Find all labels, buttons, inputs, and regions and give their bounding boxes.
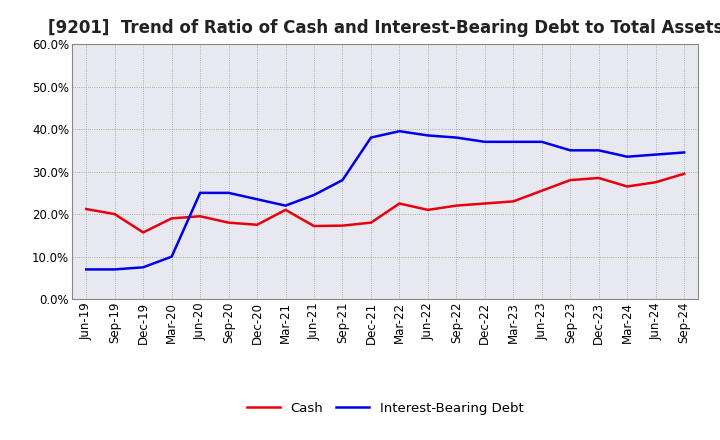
Interest-Bearing Debt bbox=[366, 135, 375, 140]
Cash bbox=[110, 212, 119, 217]
Line: Cash: Cash bbox=[86, 174, 684, 232]
Interest-Bearing Debt bbox=[595, 148, 603, 153]
Line: Interest-Bearing Debt: Interest-Bearing Debt bbox=[86, 131, 684, 269]
Interest-Bearing Debt bbox=[225, 190, 233, 195]
Cash bbox=[253, 222, 261, 227]
Interest-Bearing Debt bbox=[537, 139, 546, 144]
Interest-Bearing Debt bbox=[423, 133, 432, 138]
Interest-Bearing Debt bbox=[509, 139, 518, 144]
Interest-Bearing Debt bbox=[623, 154, 631, 159]
Interest-Bearing Debt bbox=[167, 254, 176, 259]
Cash bbox=[82, 206, 91, 212]
Cash bbox=[139, 230, 148, 235]
Interest-Bearing Debt bbox=[680, 150, 688, 155]
Interest-Bearing Debt bbox=[139, 265, 148, 270]
Cash bbox=[652, 180, 660, 185]
Interest-Bearing Debt bbox=[566, 148, 575, 153]
Cash bbox=[366, 220, 375, 225]
Cash bbox=[480, 201, 489, 206]
Interest-Bearing Debt bbox=[452, 135, 461, 140]
Cash bbox=[282, 207, 290, 213]
Cash bbox=[537, 188, 546, 194]
Cash bbox=[395, 201, 404, 206]
Interest-Bearing Debt bbox=[82, 267, 91, 272]
Interest-Bearing Debt bbox=[253, 197, 261, 202]
Cash bbox=[566, 177, 575, 183]
Cash bbox=[310, 224, 318, 229]
Cash bbox=[167, 216, 176, 221]
Cash bbox=[595, 175, 603, 180]
Cash bbox=[680, 171, 688, 176]
Interest-Bearing Debt bbox=[196, 190, 204, 195]
Interest-Bearing Debt bbox=[110, 267, 119, 272]
Interest-Bearing Debt bbox=[310, 192, 318, 198]
Interest-Bearing Debt bbox=[282, 203, 290, 208]
Cash bbox=[196, 214, 204, 219]
Title: [9201]  Trend of Ratio of Cash and Interest-Bearing Debt to Total Assets: [9201] Trend of Ratio of Cash and Intere… bbox=[48, 19, 720, 37]
Interest-Bearing Debt bbox=[652, 152, 660, 157]
Cash bbox=[452, 203, 461, 208]
Cash bbox=[423, 207, 432, 213]
Interest-Bearing Debt bbox=[338, 177, 347, 183]
Interest-Bearing Debt bbox=[395, 128, 404, 134]
Cash bbox=[338, 223, 347, 228]
Legend: Cash, Interest-Bearing Debt: Cash, Interest-Bearing Debt bbox=[241, 396, 529, 420]
Cash bbox=[225, 220, 233, 225]
Interest-Bearing Debt bbox=[480, 139, 489, 144]
Cash bbox=[623, 184, 631, 189]
Cash bbox=[509, 199, 518, 204]
